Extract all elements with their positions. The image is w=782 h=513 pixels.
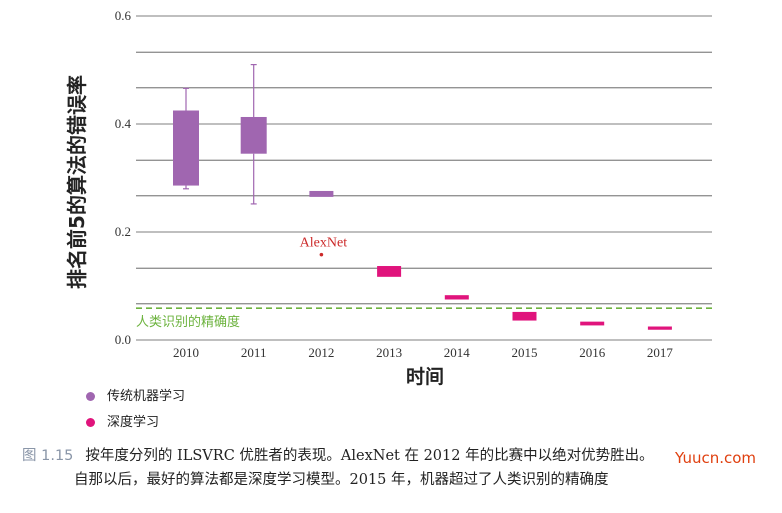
- box-2016: [580, 321, 605, 326]
- y-tick-label: 0.6: [115, 8, 132, 23]
- watermark: Yuucn.com: [675, 449, 757, 467]
- caption-line-1: 按年度分列的 ILSVRC 优胜者的表现。AlexNet 在 2012 年的比赛…: [85, 448, 654, 464]
- x-tick-label: 2014: [444, 345, 471, 360]
- legend-swatch-traditional: [86, 392, 95, 401]
- box-2014: [444, 295, 469, 300]
- legend-label-traditional: 传统机器学习: [107, 389, 186, 404]
- x-tick-label: 2011: [241, 345, 267, 360]
- x-tick-label: 2015: [512, 345, 538, 360]
- box-2012: [309, 190, 334, 197]
- legend-item-traditional: 传统机器学习: [86, 385, 185, 404]
- caption-line-2: 自那以后，最好的算法都是深度学习模型。2015 年，机器超过了人类识别的精确度: [74, 472, 609, 488]
- box-2015: [512, 311, 537, 321]
- x-tick-label: 2010: [173, 345, 199, 360]
- x-tick-label: 2012: [308, 345, 334, 360]
- box-2011: [240, 116, 267, 154]
- gridlines: [136, 15, 712, 341]
- boxes: [173, 63, 672, 330]
- box-2010: [173, 110, 199, 186]
- alexnet-label: AlexNet: [300, 236, 348, 251]
- box-2017: [647, 326, 672, 330]
- figure-caption: 图 1.15 按年度分列的 ILSVRC 优胜者的表现。AlexNet 在 201…: [22, 444, 782, 492]
- legend-swatch-deep: [86, 418, 95, 427]
- y-tick-label: 0.0: [115, 332, 131, 347]
- box-2013: [377, 266, 402, 277]
- y-axis-ticks: 0.0 0.2 0.4 0.6: [115, 8, 132, 347]
- y-tick-label: 0.2: [115, 224, 131, 239]
- alexnet-point: [319, 252, 324, 257]
- x-axis-label: 时间: [406, 366, 444, 388]
- x-tick-label: 2013: [376, 345, 402, 360]
- y-tick-label: 0.4: [115, 116, 132, 131]
- box-plot-chart: 0.00.20.40.6 2010 2011 2012 2013 2014 2015 201…: [65, 8, 712, 388]
- legend-label-deep: 深度学习: [107, 415, 160, 430]
- x-tick-label: 2017: [647, 345, 674, 360]
- figure-number: 图 1.15: [22, 448, 74, 464]
- human-accuracy-label: 人类识别的精确度: [136, 314, 240, 330]
- x-axis-ticks: 2010 2011 2012 2013 2014 2015 2016 2017: [173, 345, 673, 360]
- x-tick-label: 2016: [579, 345, 606, 360]
- y-axis-label: 排名前5的算法的错误率: [65, 75, 89, 289]
- legend-item-deep: 深度学习: [86, 411, 159, 430]
